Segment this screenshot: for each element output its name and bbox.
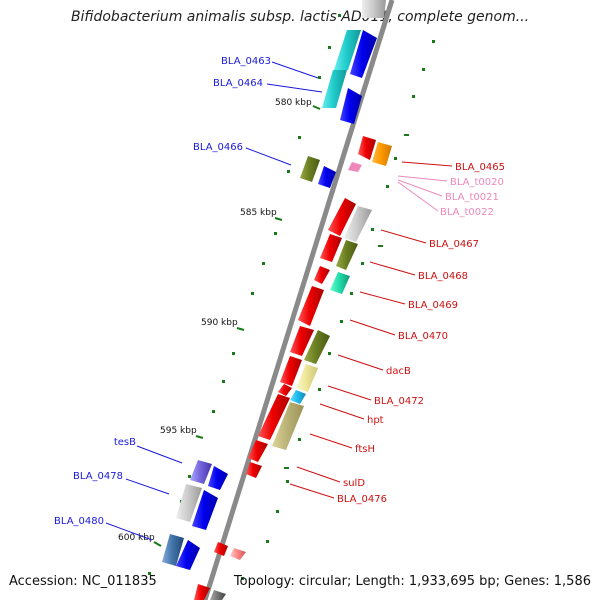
- gene-label[interactable]: tesB: [114, 437, 136, 448]
- gene-feature-dark-bottom[interactable]: [210, 590, 226, 600]
- gene-feature-bla0469[interactable]: [330, 272, 350, 294]
- leader-lines-left: [105, 61, 323, 541]
- gene-label[interactable]: BLA_0466: [193, 142, 243, 153]
- gene-feature-bla0476[interactable]: [246, 462, 262, 478]
- gene-feature-yellow[interactable]: [296, 364, 318, 392]
- gene-feature-suld[interactable]: [248, 440, 268, 462]
- gene-feature-blue-1[interactable]: [350, 30, 377, 78]
- gene-label[interactable]: dacB: [386, 366, 411, 377]
- gene-feature-bla0466[interactable]: [300, 156, 320, 182]
- scale-label: 590 kbp: [201, 318, 238, 328]
- gene-label[interactable]: BLA_0480: [54, 516, 104, 527]
- gene-label[interactable]: BLA_0465: [455, 162, 505, 173]
- gene-feature-ftsh[interactable]: [258, 394, 290, 440]
- gene-label[interactable]: BLA_0476: [337, 494, 387, 505]
- gene-label[interactable]: BLA_t0021: [445, 192, 499, 203]
- gene-feature-tesb[interactable]: [190, 460, 212, 484]
- gene-feature-khaki[interactable]: [272, 402, 304, 450]
- gene-label[interactable]: sulD: [343, 478, 365, 489]
- gene-label[interactable]: BLA_0463: [221, 56, 271, 67]
- gene-feature-red-small[interactable]: [214, 542, 228, 556]
- scale-label: 580 kbp: [275, 98, 312, 108]
- genome-backbone: [202, 0, 395, 600]
- gene-feature-blue-5[interactable]: [192, 490, 218, 530]
- gene-label[interactable]: BLA_0478: [73, 471, 123, 482]
- gene-feature-trna[interactable]: [348, 162, 362, 172]
- gene-label[interactable]: BLA_t0020: [450, 177, 504, 188]
- gene-feature-olive-2[interactable]: [336, 240, 358, 270]
- major-ticks: [153, 105, 321, 547]
- gene-feature-blue-6[interactable]: [176, 540, 200, 570]
- gene-label[interactable]: BLA_0469: [408, 300, 458, 311]
- gene-feature-blue-3[interactable]: [318, 166, 336, 188]
- gene-feature-red-3[interactable]: [314, 266, 330, 284]
- gene-label[interactable]: hpt: [367, 415, 384, 426]
- scale-label: 585 kbp: [240, 208, 277, 218]
- scale-ticks: [148, 14, 435, 580]
- gene-feature-bla0467[interactable]: [328, 198, 356, 236]
- gene-feature-bla0463[interactable]: [334, 30, 361, 70]
- gene-label[interactable]: BLA_0468: [418, 271, 468, 282]
- gene-feature-blue-2[interactable]: [340, 88, 362, 124]
- gene-feature-red-bottom[interactable]: [194, 584, 210, 600]
- leader-lines-right: [289, 161, 453, 499]
- gene-label[interactable]: BLA_0470: [398, 331, 448, 342]
- gene-feature-bla0470[interactable]: [298, 286, 324, 326]
- gene-label[interactable]: ftsH: [355, 444, 375, 455]
- gene-feature-bla0478[interactable]: [176, 484, 202, 522]
- scale-label: 600 kbp: [118, 533, 155, 543]
- gene-label[interactable]: BLA_0467: [429, 239, 479, 250]
- accession-text: Accession: NC_011835: [9, 574, 157, 589]
- gene-features-right: [194, 0, 392, 600]
- topology-text: Topology: circular; Length: 1,933,695 bp…: [233, 574, 591, 589]
- gene-label[interactable]: BLA_0472: [374, 396, 424, 407]
- gene-feature-olive-3[interactable]: [304, 330, 330, 364]
- gene-label[interactable]: BLA_t0022: [440, 207, 494, 218]
- gene-feature-bla0472[interactable]: [280, 356, 302, 386]
- gene-feature-sky[interactable]: [290, 390, 306, 404]
- gene-feature-bla0464[interactable]: [322, 70, 347, 108]
- gene-feature-bla0480[interactable]: [162, 534, 184, 566]
- gene-feature-hpt[interactable]: [278, 384, 292, 396]
- gene-feature-orange[interactable]: [372, 142, 392, 166]
- gene-feature-grey-2[interactable]: [344, 206, 372, 242]
- gene-features-left: [162, 30, 377, 570]
- gene-feature-blue-4[interactable]: [208, 466, 228, 490]
- leader-lines-trna: [397, 175, 448, 212]
- map-title: Bifidobacterium animalis subsp. lactis A…: [70, 9, 530, 25]
- gene-feature-dacb[interactable]: [290, 326, 314, 356]
- gene-feature-pink[interactable]: [230, 548, 246, 560]
- gene-label[interactable]: BLA_0464: [213, 78, 263, 89]
- gene-feature-grey-top[interactable]: [362, 0, 386, 18]
- gene-feature-bla0468[interactable]: [320, 234, 342, 262]
- scale-label: 595 kbp: [160, 426, 197, 436]
- gene-feature-bla0465[interactable]: [358, 136, 376, 160]
